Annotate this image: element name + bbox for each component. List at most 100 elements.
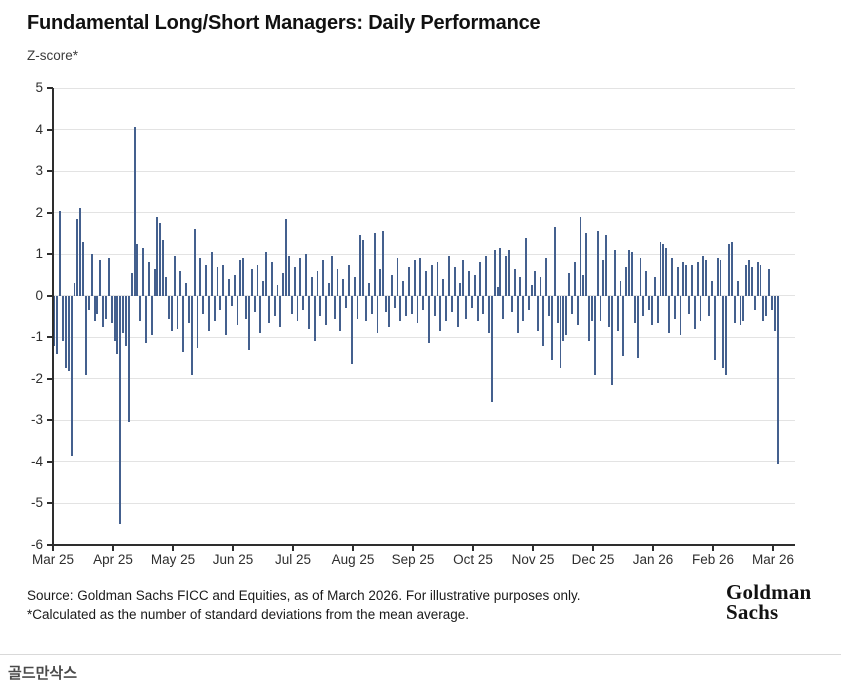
data-bar xyxy=(302,295,305,311)
data-bar xyxy=(219,295,222,311)
x-tick-label: Oct 25 xyxy=(453,552,493,567)
data-bar xyxy=(193,229,196,296)
gridline xyxy=(53,419,795,421)
data-bar xyxy=(485,256,488,296)
data-bar xyxy=(362,239,365,296)
data-bar xyxy=(422,295,425,311)
data-bar xyxy=(385,295,388,313)
data-bar xyxy=(410,295,413,315)
data-bar xyxy=(156,216,159,296)
data-bar xyxy=(110,295,113,323)
data-bar xyxy=(753,295,756,311)
data-bar xyxy=(247,295,250,350)
data-bar xyxy=(676,266,679,296)
data-bar xyxy=(225,295,227,336)
publisher-caption: 골드만삭스 xyxy=(8,665,78,682)
data-bar xyxy=(147,262,150,296)
data-bar xyxy=(213,295,216,321)
gridline xyxy=(53,253,795,255)
data-bar xyxy=(479,262,482,296)
data-bar xyxy=(159,223,162,296)
data-bar xyxy=(413,260,416,296)
gridline xyxy=(53,502,795,504)
data-bar xyxy=(270,262,273,296)
data-bar xyxy=(310,277,313,296)
x-tick-label: May 25 xyxy=(150,552,196,567)
data-bar xyxy=(662,243,665,296)
data-bar xyxy=(702,256,705,296)
y-tick-label: 3 xyxy=(35,163,43,179)
data-bar xyxy=(528,295,530,311)
data-bar xyxy=(576,295,579,325)
data-bar xyxy=(393,295,396,309)
data-bar xyxy=(736,281,739,296)
y-tick-mark xyxy=(47,377,53,380)
data-bar xyxy=(345,295,348,309)
data-bar xyxy=(605,235,608,296)
chart-y-axis-unit-label: Z-score* xyxy=(27,48,79,63)
data-bar xyxy=(445,295,448,321)
data-bar xyxy=(430,264,433,296)
x-tick-mark xyxy=(772,545,774,551)
data-bar xyxy=(416,295,419,323)
data-bar xyxy=(199,258,202,296)
data-bar xyxy=(353,277,356,296)
data-bar xyxy=(333,295,336,319)
data-bar xyxy=(222,264,225,296)
data-bar xyxy=(508,250,510,296)
horizontal-divider xyxy=(0,654,841,655)
y-tick-label: 2 xyxy=(35,204,43,220)
data-bar xyxy=(625,266,628,296)
data-bar xyxy=(216,266,219,296)
data-bar xyxy=(388,295,390,327)
data-bar xyxy=(439,295,442,332)
data-bar xyxy=(490,295,493,402)
x-tick-mark xyxy=(472,545,474,551)
data-bar xyxy=(259,295,262,334)
data-bar xyxy=(548,295,550,317)
data-bar xyxy=(642,295,645,317)
data-bar xyxy=(276,285,279,296)
data-bar xyxy=(116,295,119,354)
gridline xyxy=(53,212,795,214)
data-bar xyxy=(459,283,462,296)
data-bar xyxy=(473,274,476,296)
data-bar xyxy=(728,243,731,296)
y-tick-label: -2 xyxy=(30,370,43,386)
data-bar xyxy=(85,295,87,375)
data-bar xyxy=(150,295,153,336)
data-bar xyxy=(262,281,265,296)
data-bar xyxy=(711,281,713,296)
data-bar xyxy=(202,295,205,315)
data-bar xyxy=(102,295,105,327)
data-bar xyxy=(307,295,310,329)
data-bar xyxy=(296,295,299,321)
data-bar xyxy=(127,295,130,423)
data-bar xyxy=(185,283,187,296)
data-bar xyxy=(610,295,613,386)
x-tick-mark xyxy=(592,545,594,551)
data-bar xyxy=(368,283,370,296)
data-bar xyxy=(265,252,267,296)
data-bar xyxy=(505,256,508,296)
data-bar xyxy=(550,295,553,361)
data-bar xyxy=(113,295,116,342)
data-bar xyxy=(442,279,445,296)
x-tick-label: Sep 25 xyxy=(391,552,435,567)
data-bar xyxy=(542,295,545,346)
x-tick-label: Jun 25 xyxy=(212,552,254,567)
data-bar xyxy=(685,264,688,296)
y-tick-label: -3 xyxy=(30,412,43,428)
data-bar xyxy=(636,295,639,359)
data-bar xyxy=(342,279,345,296)
data-bar xyxy=(648,295,650,311)
data-bar xyxy=(59,210,62,296)
data-bar xyxy=(722,295,725,369)
data-bar xyxy=(419,258,422,296)
data-bar xyxy=(536,295,539,332)
data-bar xyxy=(590,295,593,321)
data-bar xyxy=(190,295,193,375)
data-bar xyxy=(739,295,742,325)
data-bar xyxy=(665,247,668,296)
data-bar xyxy=(339,295,342,332)
